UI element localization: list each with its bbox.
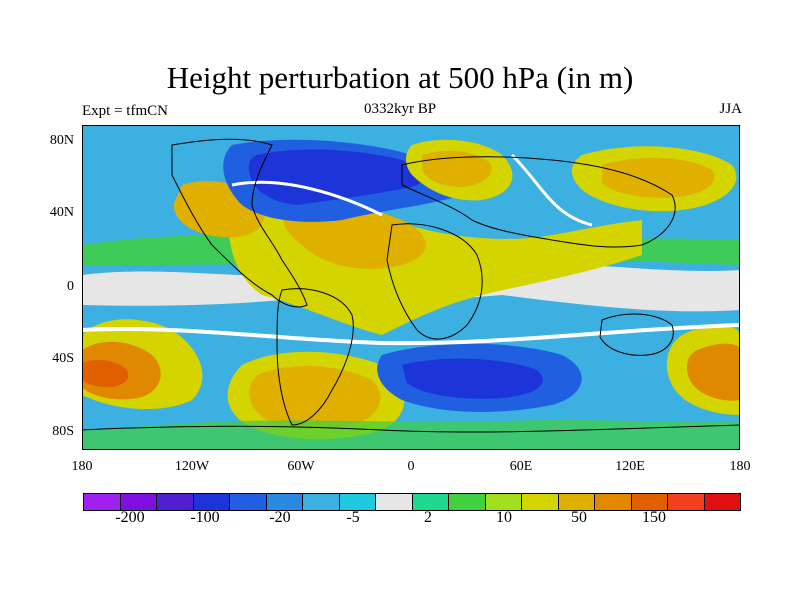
- y-tick-label: 40N: [49, 205, 74, 220]
- africa-outline: [386, 223, 483, 340]
- north-america-outline: [171, 138, 308, 308]
- y-tick-label: 40S: [52, 351, 74, 366]
- colorbar-swatch: [120, 494, 157, 510]
- y-tick-label: 0: [67, 279, 74, 294]
- colorbar-swatch: [522, 494, 559, 510]
- colorbar-swatch: [230, 494, 267, 510]
- y-tick-label: 80S: [52, 424, 74, 439]
- colorbar-swatch: [84, 494, 121, 510]
- contour-field: [82, 125, 740, 450]
- colorbar-swatch: [266, 494, 303, 510]
- colorbar-swatch: [631, 494, 668, 510]
- x-tick-label: 60W: [287, 459, 315, 474]
- x-tick-label: 120W: [174, 459, 210, 474]
- colorbar: [83, 493, 741, 511]
- y-tick-label: 80N: [49, 133, 74, 148]
- colorbar-label: 150: [642, 509, 666, 526]
- season-label: JJA: [719, 101, 742, 117]
- map-panel: [82, 125, 740, 450]
- time-label: 0332kyr BP: [363, 101, 437, 117]
- colorbar-label: 2: [424, 509, 432, 526]
- colorbar-swatch: [595, 494, 632, 510]
- experiment-label: Expt = tfmCN: [82, 103, 168, 119]
- colorbar-swatch: [193, 494, 230, 510]
- colorbar-swatch: [376, 494, 413, 510]
- colorbar-label: -5: [346, 509, 360, 526]
- colorbar-label: 10: [496, 509, 512, 526]
- eurasia-outline: [401, 156, 676, 248]
- colorbar-swatch: [303, 494, 340, 510]
- plot-title: Height perturbation at 500 hPa (in m): [166, 60, 634, 95]
- colorbar-swatch: [157, 494, 194, 510]
- antarctica-outline: [82, 424, 740, 433]
- south-america-outline: [276, 288, 354, 426]
- x-tick-label: 180: [729, 459, 751, 474]
- colorbar-label: 50: [571, 509, 587, 526]
- colorbar-label: -100: [190, 509, 220, 526]
- colorbar-swatch: [558, 494, 595, 510]
- x-tick-label: 60E: [509, 459, 533, 474]
- colorbar-swatch: [339, 494, 376, 510]
- colorbar-swatch: [704, 494, 740, 510]
- x-tick-label: 0: [407, 459, 415, 474]
- colorbar-swatch: [412, 494, 449, 510]
- colorbar-swatch: [449, 494, 486, 510]
- x-tick-label: 120E: [615, 459, 645, 474]
- colorbar-swatch: [485, 494, 522, 510]
- colorbar-label: -20: [269, 509, 291, 526]
- australia-outline: [599, 313, 674, 356]
- x-tick-label: 180: [71, 459, 93, 474]
- colorbar-swatch: [668, 494, 705, 510]
- colorbar-label: -200: [115, 509, 145, 526]
